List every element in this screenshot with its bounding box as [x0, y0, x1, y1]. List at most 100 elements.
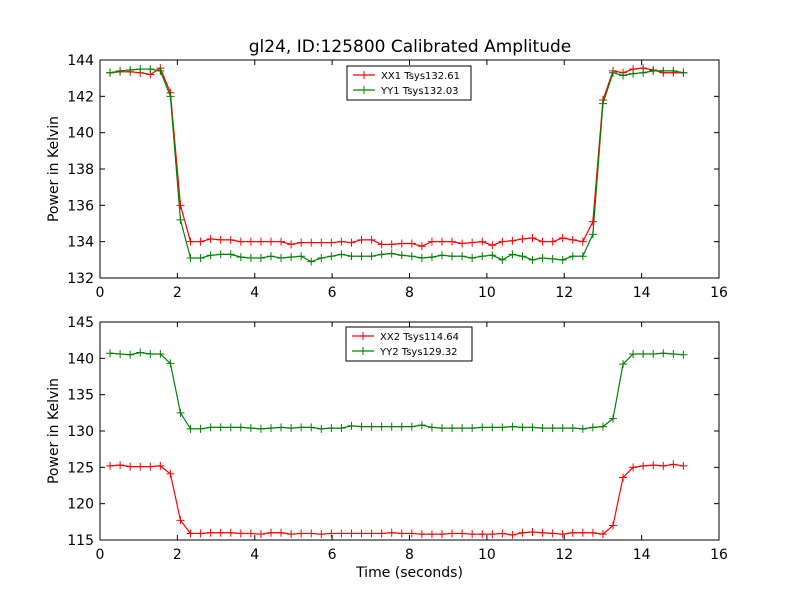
- data-point: [578, 424, 587, 433]
- data-point: [639, 461, 648, 470]
- y-tick-label: 144: [67, 53, 94, 69]
- data-point: [558, 530, 567, 539]
- data-point: [236, 237, 245, 246]
- data-point: [327, 529, 336, 538]
- data-point: [357, 252, 366, 261]
- data-point: [508, 236, 517, 245]
- data-point: [498, 529, 507, 538]
- chart-title: gl24, ID:125800 Calibrated Amplitude: [249, 37, 571, 57]
- data-point: [367, 529, 376, 538]
- data-point: [629, 349, 638, 358]
- x-tick-label: 4: [250, 285, 259, 301]
- y-tick-label: 145: [67, 315, 94, 331]
- data-point: [437, 424, 446, 433]
- y-tick-label: 120: [67, 497, 94, 513]
- data-point: [337, 237, 346, 246]
- data-point: [649, 66, 658, 75]
- data-point: [246, 529, 255, 538]
- data-point: [578, 528, 587, 537]
- data-point: [367, 252, 376, 261]
- data-point: [518, 528, 527, 537]
- data-point: [508, 530, 517, 539]
- data-point: [277, 237, 286, 246]
- data-point: [538, 528, 547, 537]
- data-point: [478, 423, 487, 432]
- data-point: [367, 235, 376, 244]
- data-point: [518, 252, 527, 261]
- data-point: [659, 349, 668, 358]
- data-point: [297, 238, 306, 247]
- data-point: [387, 249, 396, 258]
- data-point: [659, 66, 668, 75]
- data-point: [397, 422, 406, 431]
- y-tick-label: 140: [67, 126, 94, 142]
- data-point: [437, 251, 446, 260]
- series-line-2: [110, 351, 684, 430]
- data-point: [377, 240, 386, 249]
- data-point: [327, 238, 336, 247]
- data-point: [468, 530, 477, 539]
- data-point: [206, 423, 215, 432]
- plot-area: [106, 348, 688, 539]
- y-tick-label: 132: [67, 271, 94, 287]
- data-point: [256, 424, 265, 433]
- data-point: [679, 461, 688, 470]
- data-point: [196, 529, 205, 538]
- data-point: [417, 421, 426, 430]
- data-point: [538, 237, 547, 246]
- data-point: [277, 423, 286, 432]
- data-point: [588, 423, 597, 432]
- data-point: [347, 529, 356, 538]
- data-point: [397, 529, 406, 538]
- data-point: [548, 529, 557, 538]
- data-point: [136, 462, 145, 471]
- data-point: [206, 528, 215, 537]
- y-tick-label: 125: [67, 460, 94, 476]
- legend-label: XX2 Tsys114.64: [380, 332, 459, 343]
- data-point: [126, 462, 135, 471]
- data-point: [387, 240, 396, 249]
- data-point: [427, 237, 436, 246]
- data-point: [548, 254, 557, 263]
- data-point: [176, 215, 185, 224]
- x-tick-label: 16: [710, 285, 728, 301]
- data-point: [387, 528, 396, 537]
- x-tick-label: 6: [328, 547, 337, 563]
- data-point: [236, 423, 245, 432]
- data-point: [568, 528, 577, 537]
- data-point: [568, 424, 577, 433]
- data-point: [216, 423, 225, 432]
- data-point: [136, 348, 145, 357]
- y-tick-label: 140: [67, 351, 94, 367]
- data-point: [317, 530, 326, 539]
- data-point: [498, 237, 507, 246]
- legend-marker: [359, 347, 367, 355]
- data-point: [226, 250, 235, 259]
- x-tick-label: 12: [555, 285, 573, 301]
- y-axis-label: Power in Kelvin: [46, 378, 62, 484]
- data-point: [558, 255, 567, 264]
- data-point: [649, 461, 658, 470]
- data-point: [146, 462, 155, 471]
- data-point: [287, 530, 296, 539]
- data-point: [629, 463, 638, 472]
- data-point: [578, 252, 587, 261]
- data-point: [307, 238, 316, 247]
- data-point: [327, 424, 336, 433]
- data-point: [317, 238, 326, 247]
- data-point: [246, 254, 255, 263]
- data-point: [116, 66, 125, 75]
- data-point: [488, 530, 497, 539]
- data-point: [337, 529, 346, 538]
- data-point: [659, 461, 668, 470]
- data-point: [427, 253, 436, 262]
- data-point: [619, 360, 628, 369]
- data-point: [266, 424, 275, 433]
- data-point: [397, 239, 406, 248]
- data-point: [347, 421, 356, 430]
- data-point: [337, 424, 346, 433]
- data-point: [488, 423, 497, 432]
- data-point: [166, 359, 175, 368]
- data-point: [598, 530, 607, 539]
- x-tick-label: 2: [173, 285, 182, 301]
